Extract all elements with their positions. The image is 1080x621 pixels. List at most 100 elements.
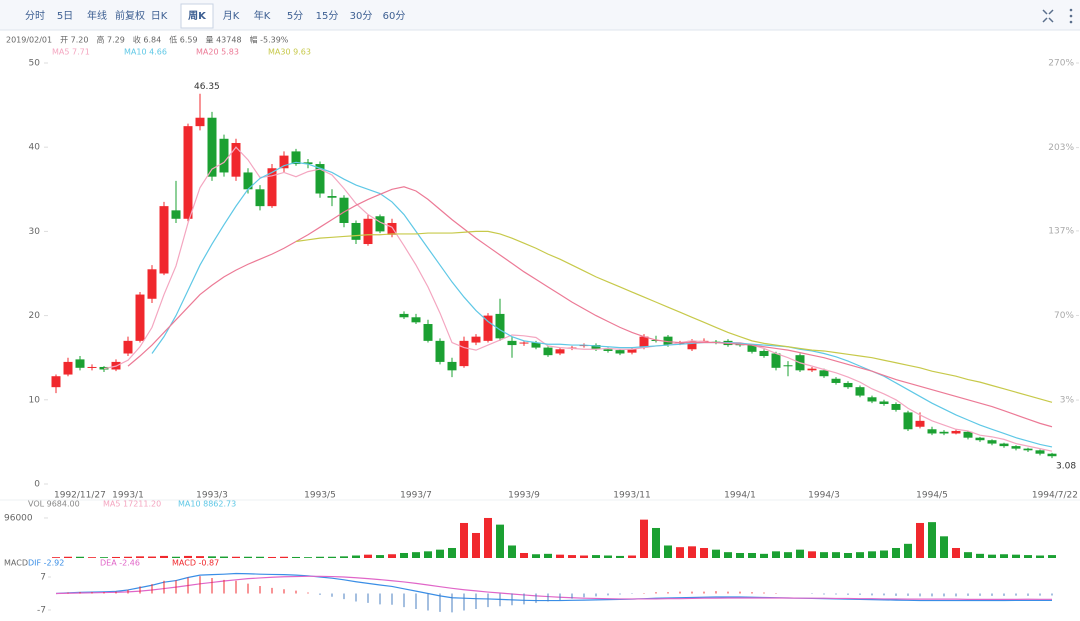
volume-bar xyxy=(388,554,396,558)
candle-body xyxy=(1035,450,1045,454)
candle-body xyxy=(87,366,97,368)
y-tick-label: 7 xyxy=(40,573,46,583)
volume-bar xyxy=(304,557,312,558)
volume-bar xyxy=(880,550,888,558)
y-tick-label: 30 xyxy=(29,227,41,237)
x-tick-label: 1993/5 xyxy=(304,491,336,501)
volume-bar xyxy=(904,543,912,558)
dot[interactable] xyxy=(1069,8,1073,12)
candle-body xyxy=(471,336,481,343)
tab[interactable]: 月K xyxy=(223,10,240,22)
tab[interactable]: 分时 xyxy=(25,10,45,22)
candle-body xyxy=(783,365,793,367)
volume-bar xyxy=(160,555,168,558)
volume-bar xyxy=(940,536,948,558)
candle-body xyxy=(483,315,493,341)
volume-bar xyxy=(820,552,828,558)
volume-bar xyxy=(136,556,144,558)
candle-body xyxy=(303,162,313,165)
candle-body xyxy=(543,347,553,356)
volume-bar xyxy=(748,552,756,558)
volume-bar xyxy=(616,555,624,558)
volume-bar xyxy=(484,517,492,558)
volume-bar xyxy=(664,545,672,558)
tab[interactable]: 周K xyxy=(188,10,207,22)
candle-body xyxy=(207,117,217,177)
x-tick-label: 1993/9 xyxy=(508,491,540,501)
candle-body xyxy=(183,126,193,219)
y-tick-label: 10 xyxy=(29,395,41,405)
selected-tab[interactable] xyxy=(180,3,214,29)
ma-line xyxy=(127,186,1053,428)
x-tick-label: 1994/3 xyxy=(808,491,840,501)
x-tick-label: 1992/11/27 xyxy=(54,491,106,501)
candle-body xyxy=(447,361,457,371)
fullscreen-icon[interactable] xyxy=(1042,9,1054,23)
y2-tick-label: 203% xyxy=(1048,143,1074,153)
candle-body xyxy=(963,431,973,438)
candle-body xyxy=(267,168,277,207)
candle-body xyxy=(927,429,937,434)
volume-bar xyxy=(832,552,840,558)
candle-body xyxy=(915,420,925,427)
volume-bar xyxy=(244,556,252,558)
candle-body xyxy=(291,151,301,165)
volume-bar xyxy=(928,522,936,558)
volume-bar xyxy=(52,557,60,558)
tab[interactable]: 30分 xyxy=(350,10,373,22)
x-tick-label: 1994/7/22 xyxy=(1032,491,1078,501)
tab[interactable]: 前复权 xyxy=(115,9,145,22)
candle-body xyxy=(843,382,853,388)
macd-legend: MACD -0.87 xyxy=(172,559,219,568)
tab[interactable]: 年线 xyxy=(87,9,107,22)
candle-body xyxy=(411,317,421,323)
legend-entry: MA5 7.71 xyxy=(52,48,90,57)
candle-body xyxy=(75,359,85,368)
tab[interactable]: 5日 xyxy=(57,11,73,22)
volume-bar xyxy=(628,555,636,558)
volume-bar xyxy=(280,556,288,558)
candle-body xyxy=(159,206,169,274)
tab[interactable]: 60分 xyxy=(383,10,406,22)
volume-bar xyxy=(268,556,276,558)
volume-bar xyxy=(64,556,72,558)
ma-line xyxy=(151,161,1053,448)
more-icon[interactable] xyxy=(1069,8,1073,24)
high-label: 46.35 xyxy=(194,82,220,92)
tab[interactable]: 年K xyxy=(254,9,271,22)
volume-bar xyxy=(700,547,708,558)
dot[interactable] xyxy=(1069,20,1073,24)
volume-bar xyxy=(340,556,348,558)
candle-body xyxy=(63,361,73,375)
volume-bar xyxy=(568,555,576,558)
volume-bar xyxy=(172,556,180,558)
candle-body xyxy=(591,345,601,350)
tab[interactable]: 5分 xyxy=(287,10,303,22)
volume-bar xyxy=(844,552,852,558)
volume-bar xyxy=(232,556,240,558)
volume-bar xyxy=(556,554,564,558)
volume-bar xyxy=(256,556,264,558)
candle-body xyxy=(807,368,817,371)
volume-bar xyxy=(196,556,204,558)
fullscreen-arrows[interactable] xyxy=(1042,9,1054,23)
volume-bar xyxy=(856,552,864,558)
candle-body xyxy=(759,350,769,357)
volume-bar xyxy=(808,551,816,558)
volume-bar xyxy=(892,547,900,558)
tab[interactable]: 15分 xyxy=(316,10,339,22)
toolbar xyxy=(0,0,1080,30)
candle-body xyxy=(891,404,901,410)
x-tick-label: 1993/11 xyxy=(613,491,650,501)
candle-body xyxy=(555,349,565,354)
volume-bar xyxy=(100,557,108,558)
volume-bar xyxy=(712,549,720,558)
volume-bar xyxy=(1024,555,1032,558)
dot[interactable] xyxy=(1069,14,1073,18)
y-tick-label: 20 xyxy=(29,311,41,321)
candle-body xyxy=(339,197,349,223)
y-tick-label: 40 xyxy=(29,143,41,153)
volume-bar xyxy=(436,549,444,558)
tab[interactable]: 日K xyxy=(151,11,168,22)
volume-bar xyxy=(124,556,132,558)
